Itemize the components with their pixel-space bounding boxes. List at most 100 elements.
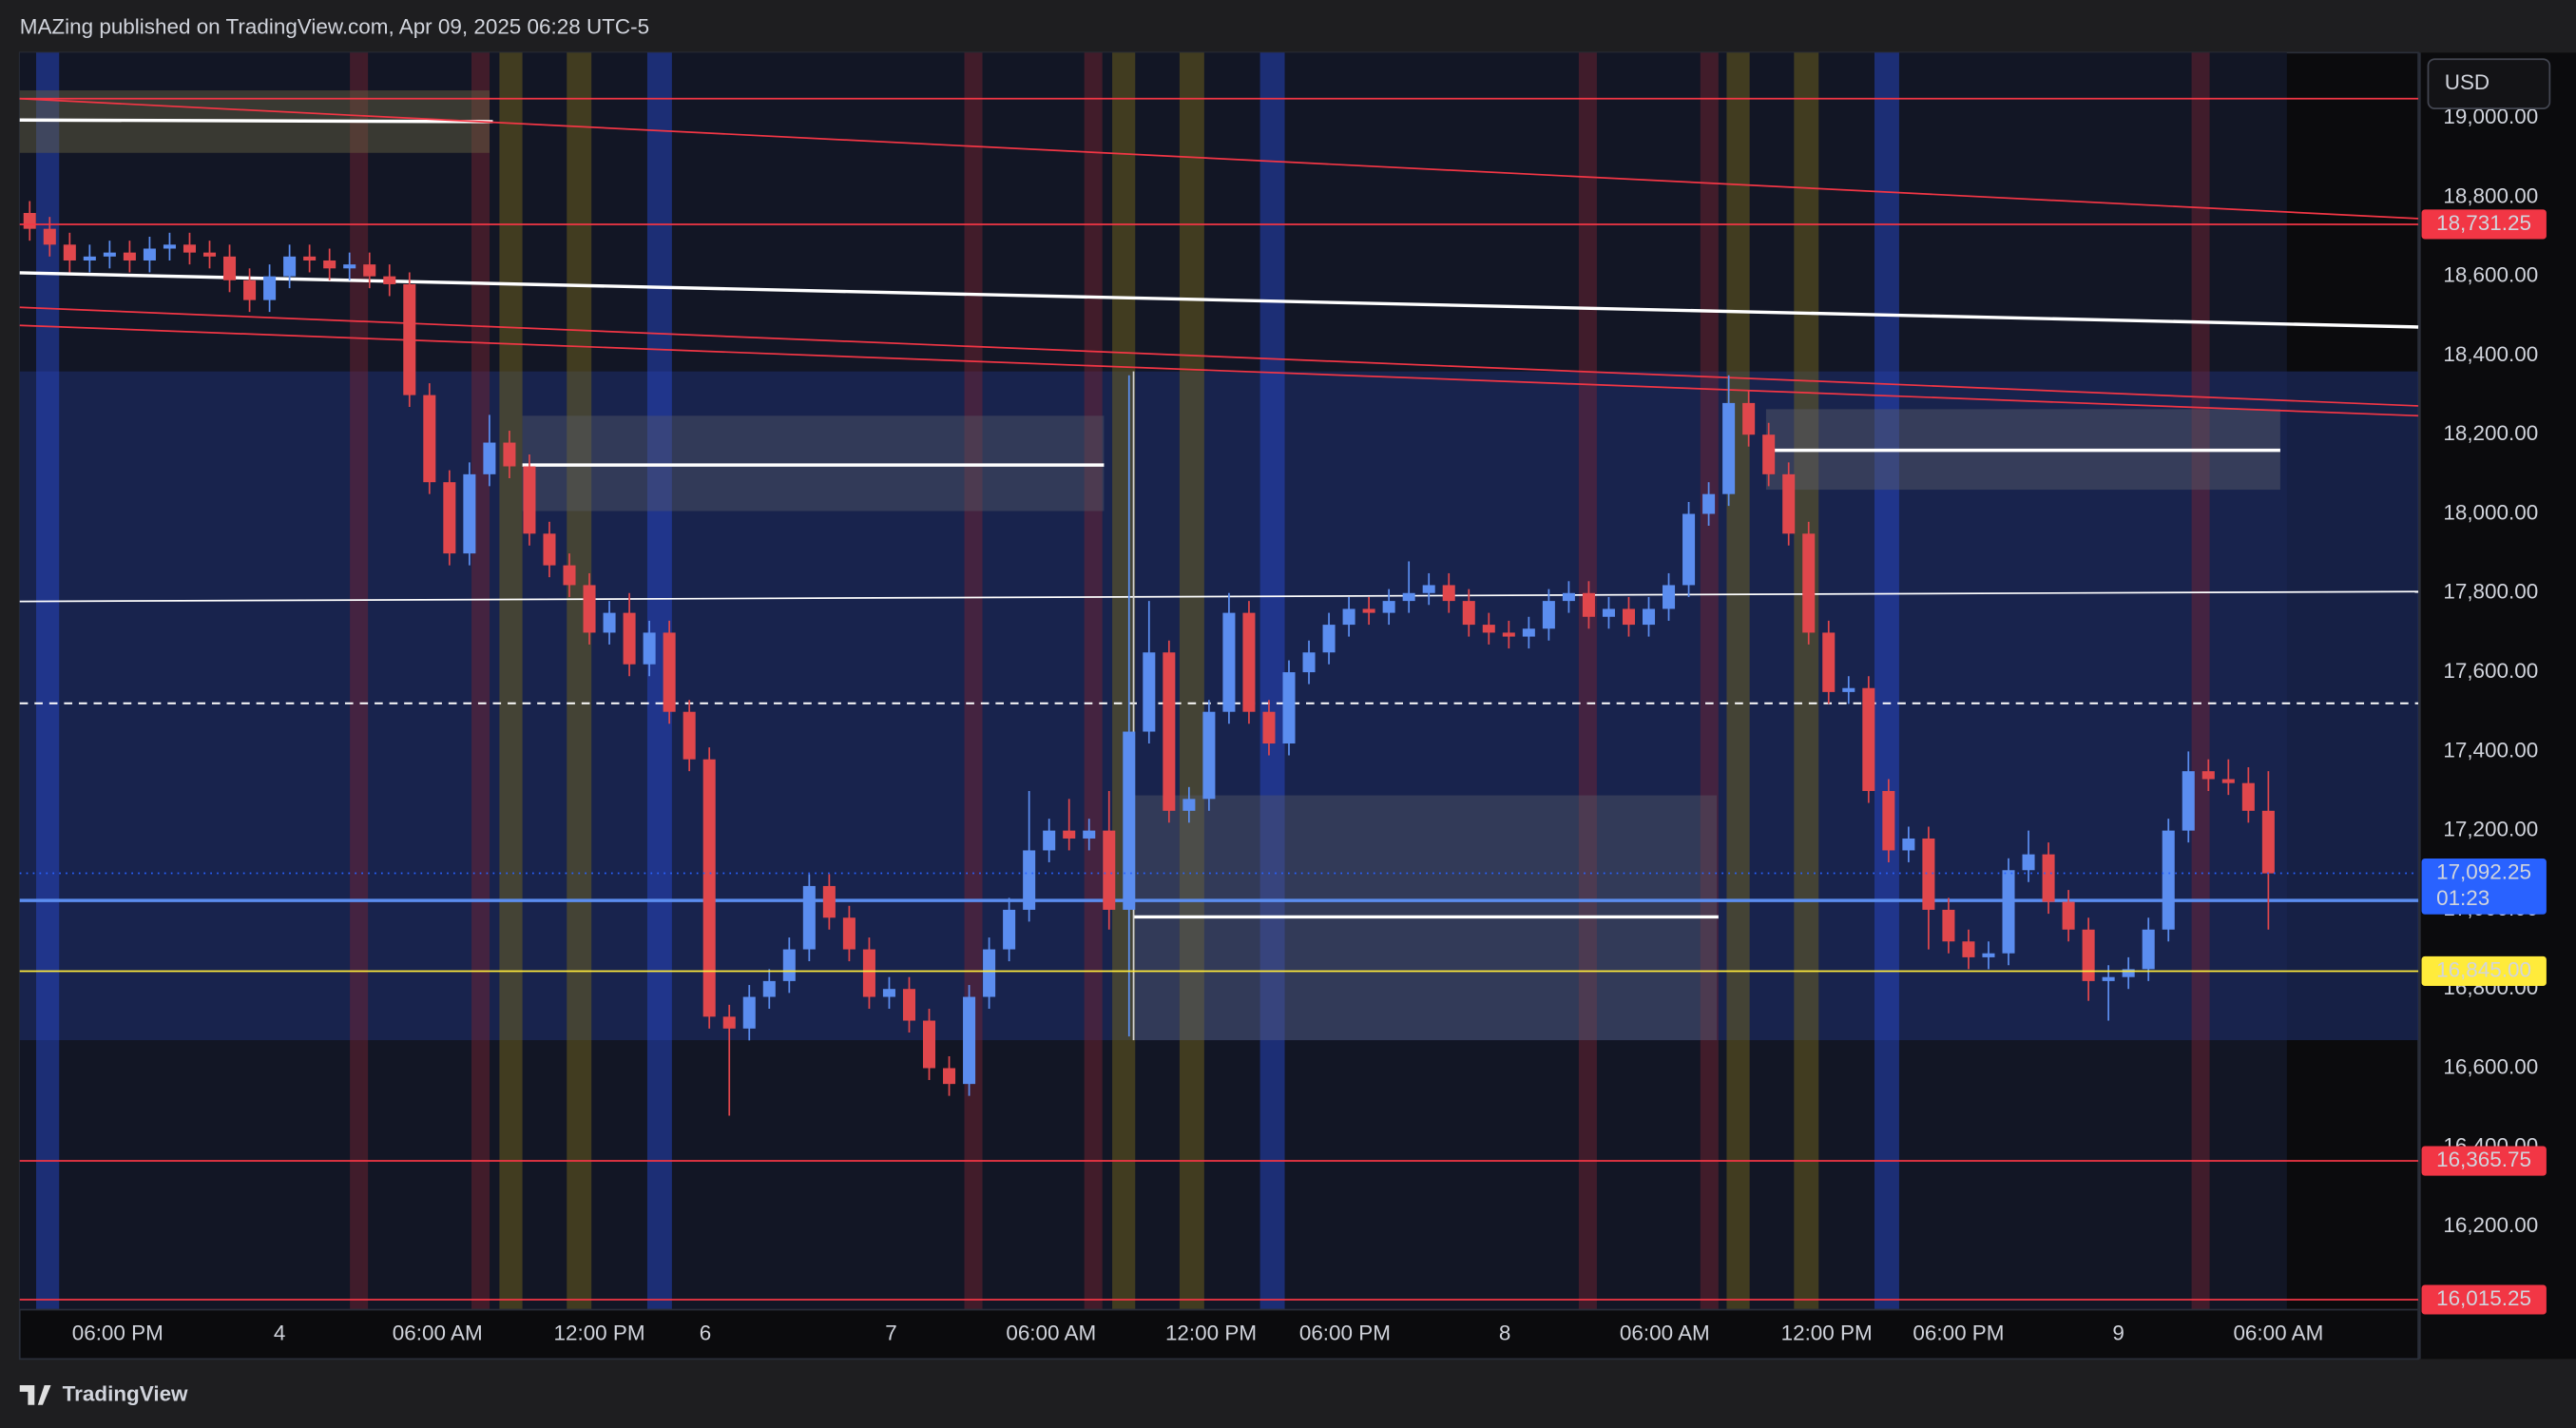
stripe [1578,52,1597,1310]
currency[interactable]: USD [2445,70,2489,94]
candle-body [1043,830,1056,851]
price-label-bg [2421,955,2547,987]
x-tick-label: 06:00 PM [1299,1321,1391,1344]
candle-body [403,283,416,396]
candle-body [702,759,716,1017]
candle-body [1722,402,1736,494]
candle-body [1023,850,1036,910]
candle-body [762,980,776,997]
logo-mark [19,1385,51,1405]
candle-body [1083,830,1096,839]
candle-body [123,252,136,261]
stripe [471,52,490,1310]
candle-body [2142,929,2155,970]
stripe [567,52,592,1310]
candle-body [963,996,976,1085]
stripe [499,52,523,1310]
y-tick-label: 18,800.00 [2443,183,2538,207]
candle-body [1262,711,1276,744]
candle-body [463,473,476,554]
candle-body [1882,790,1895,851]
candle-body [902,989,915,1021]
candle-body [603,612,616,633]
candle-body [1562,592,1575,602]
y-tick-label: 16,200.00 [2443,1213,2538,1237]
candle-body [563,565,576,586]
candle-body [1442,585,1455,602]
candle-body [2062,901,2075,930]
candle-body [2002,870,2015,954]
price-label: 18,731.25 [2436,211,2531,235]
trend-line [19,590,2419,603]
candle-body [1182,799,1196,811]
candle-body [202,252,217,257]
candle-body [43,228,56,245]
y-axis-panel [2419,52,2576,1360]
x-tick-label: 12:00 PM [1165,1321,1257,1344]
candle-body [183,244,196,253]
candle-body [243,280,257,300]
candle-body [2182,771,2195,831]
x-tick-label: 06:00 PM [72,1321,163,1344]
candle-body [862,949,875,997]
candle-body [1422,585,1435,593]
candle-body [2261,810,2275,874]
candle-body [882,989,895,997]
x-tick-label: 12:00 PM [553,1321,644,1344]
candle-body [2162,830,2175,930]
y-tick-label: 16,600.00 [2443,1054,2538,1078]
x-tick-label: 06:00 AM [1006,1321,1096,1344]
x-tick-label: 6 [700,1321,712,1344]
stripe [2191,52,2210,1310]
candle-body [1742,402,1756,435]
candle-body [443,482,456,554]
session-stripes [36,52,2210,1310]
drawings [19,90,2419,1041]
candle-body [1462,601,1475,626]
candle-body [1163,652,1176,811]
candle-body [2221,779,2235,783]
candle-body [1702,493,1716,514]
candle-body [383,276,396,284]
candle-body [163,244,176,249]
stripe [1084,52,1103,1310]
price-label-bg [2421,1146,2547,1176]
candle-body [1242,612,1256,712]
stripe [1179,52,1204,1310]
candle-body [643,632,656,665]
range-zone [19,371,2419,1041]
candle-body [1642,608,1656,626]
trend-line [19,306,2419,407]
candle-body [523,466,536,534]
candle-body [1282,672,1296,744]
y-tick-label: 17,800.00 [2443,580,2538,604]
candle-body [2082,929,2095,981]
y-tick-label: 18,400.00 [2443,342,2538,366]
stripe [1726,52,1750,1310]
candle-body [983,949,996,997]
x-tick-label: 12:00 PM [1781,1321,1873,1344]
stripe [350,52,369,1310]
x-tick-label: 7 [885,1321,897,1344]
candle-body [1482,625,1495,633]
candle-body [143,248,156,261]
candle-body [2022,854,2035,871]
candle-body [1842,687,1855,692]
candle-body [1663,585,1676,609]
candle-body [742,996,756,1029]
y-tick-label: 17,400.00 [2443,738,2538,762]
trend-line [19,271,2419,329]
currency-button[interactable] [2427,58,2551,109]
candle-body [2201,771,2215,780]
x-tick-label: 4 [274,1321,285,1344]
candle-body [1582,592,1595,617]
candle-body [2241,782,2255,811]
candle-body [363,264,376,277]
price-label-bg [2421,1284,2547,1315]
candle-body [1822,632,1836,692]
stripe [1259,52,1285,1310]
candle-body [663,632,676,712]
stripe [1700,52,1719,1310]
